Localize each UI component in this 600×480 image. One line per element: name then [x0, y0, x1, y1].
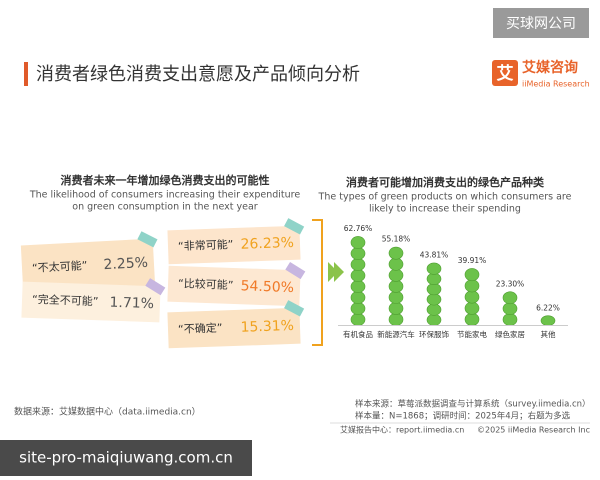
- note-value: 2.25%: [103, 255, 148, 273]
- bar: [350, 236, 366, 326]
- title-accent: [24, 62, 28, 86]
- bar-bead: [426, 303, 442, 316]
- bar-bead: [388, 257, 404, 271]
- footer-left: 艾媒报告中心：report.iimedia.cn: [340, 425, 464, 435]
- note-label: “比较可能”: [178, 276, 234, 292]
- note-paper: [167, 225, 301, 265]
- bar-bead: [426, 262, 442, 275]
- value-label: 23.30%: [496, 279, 525, 288]
- bar: [464, 268, 480, 326]
- x-tick-label: 绿色家居: [495, 329, 525, 339]
- note-paper: [20, 238, 156, 294]
- bar: [540, 315, 556, 326]
- logo-mark: 艾: [497, 63, 514, 84]
- watermark-box: [493, 8, 589, 38]
- x-tick-label: 新能源汽车: [377, 329, 415, 339]
- bar-bead: [350, 280, 366, 293]
- page-title: 消费者绿色消费支出意愿及产品倾向分析: [36, 64, 360, 85]
- bar-bead: [350, 236, 366, 249]
- bar-bead: [388, 313, 404, 326]
- x-tick-label: 节能家电: [457, 329, 487, 339]
- value-label: 43.81%: [420, 251, 449, 260]
- note: 样本来源：草莓派数据调查与计算系统（survey.iimedia.cn）: [355, 399, 591, 410]
- bar-bead: [388, 246, 404, 260]
- bar-bead: [502, 291, 518, 305]
- chart-title: 消费者可能增加消费支出的绿色产品种类: [346, 175, 545, 189]
- value-label: 62.76%: [344, 224, 373, 233]
- bar-bead: [388, 290, 404, 304]
- note-paper: [167, 307, 301, 349]
- bar-bead: [426, 283, 442, 296]
- logo-en: iiMedia Research: [522, 80, 590, 89]
- bar-bead: [540, 315, 556, 326]
- bar-bead: [464, 279, 480, 293]
- note-paper: [21, 281, 161, 323]
- note-value: 54.50%: [240, 278, 294, 296]
- bar: [426, 262, 442, 326]
- footer-right: ©2025 iiMedia Research Inc: [477, 426, 590, 435]
- bar-bead: [426, 313, 442, 326]
- sticky-note: “不确定” 15.31%: [167, 300, 305, 349]
- bar-bead: [350, 302, 366, 315]
- bar-bead: [350, 247, 366, 260]
- bar-bead: [502, 313, 518, 326]
- sticky-note: “不太可能” 2.25%: [20, 231, 158, 294]
- note-value: 26.23%: [240, 235, 294, 253]
- bar-bead: [350, 269, 366, 282]
- note-label: “非常可能”: [178, 237, 234, 253]
- sticky-note: “非常可能” 26.23%: [167, 218, 305, 265]
- source: 数据来源：艾媒数据中心（data.iimedia.cn）: [14, 406, 201, 418]
- bar-bead: [350, 258, 366, 271]
- logo-box: [492, 60, 518, 86]
- note-tape: [145, 278, 166, 296]
- bar-bead: [426, 293, 442, 306]
- chart-subtitle: The types of green products on which con…: [318, 192, 572, 203]
- note-value: 15.31%: [240, 318, 294, 336]
- note-label: “不确定”: [178, 320, 223, 336]
- note-tape: [285, 261, 306, 280]
- x-tick-label: 环保服饰: [419, 329, 449, 339]
- note-label: “不太可能”: [32, 258, 88, 275]
- bar-bead: [464, 290, 480, 304]
- value-label: 55.18%: [382, 235, 411, 244]
- bar-bead: [388, 268, 404, 282]
- note-tape: [137, 231, 158, 248]
- bar-bead: [388, 301, 404, 315]
- bar-bead: [426, 272, 442, 285]
- bar: [388, 246, 404, 326]
- chart-subtitle: likely to increase their spending: [369, 204, 521, 215]
- bar-bead: [464, 268, 480, 282]
- watermark-top: 买球网公司: [506, 16, 576, 32]
- note: 样本量：N=1868；调研时间：2025年4月；右题为多选: [355, 411, 571, 422]
- bar-bead: [350, 291, 366, 304]
- note-label: “完全不可能”: [32, 292, 99, 308]
- logo-cn: 艾媒咨询: [522, 59, 578, 76]
- bar-bead: [464, 301, 480, 315]
- sticky-note: “完全不可能” 1.71%: [21, 278, 166, 323]
- note-value: 1.71%: [109, 295, 154, 313]
- bar-bead: [388, 279, 404, 293]
- note-tape: [284, 300, 305, 317]
- watermark-bottom-box: [0, 440, 252, 476]
- x-tick-label: 其他: [541, 329, 556, 339]
- arrow: [328, 262, 344, 282]
- bar-bead: [464, 312, 480, 326]
- bar-bead: [350, 313, 366, 326]
- bracket: [312, 219, 323, 346]
- value-label: 39.91%: [458, 256, 487, 265]
- note-tape: [284, 218, 305, 235]
- watermark-bottom: site-pro-maiqiuwang.com.cn: [19, 449, 233, 467]
- x-tick-label: 有机食品: [343, 329, 373, 339]
- sticky-note: “比较可能” 54.50%: [167, 261, 306, 307]
- note-paper: [167, 265, 301, 307]
- chart-title: 消费者未来一年增加绿色消费支出的可能性: [61, 173, 270, 187]
- bar-bead: [502, 302, 518, 316]
- chart-subtitle: The likelihood of consumers increasing t…: [29, 190, 300, 201]
- bar: [502, 291, 518, 326]
- value-label: 6.22%: [536, 303, 560, 312]
- chart-subtitle: on green consumption in the next year: [72, 202, 257, 213]
